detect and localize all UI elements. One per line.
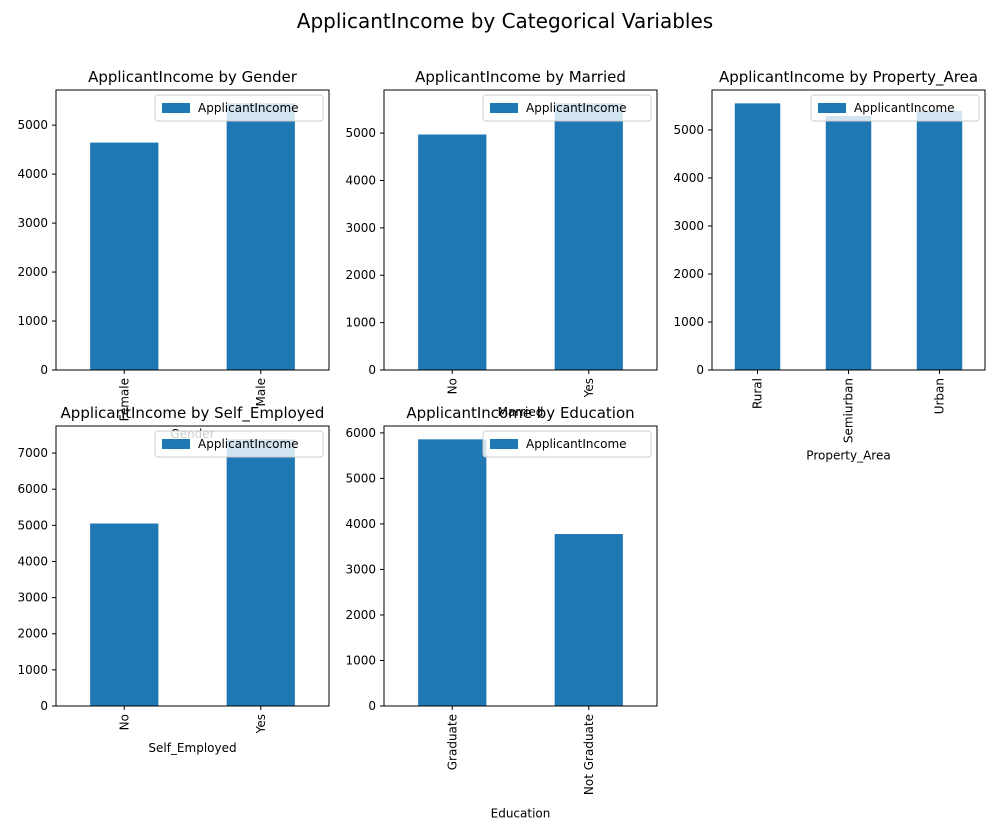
bar-rural	[734, 103, 781, 370]
y-tick-label: 0	[696, 363, 704, 377]
bar-yes	[554, 103, 623, 370]
x-axis-label: Education	[491, 807, 551, 821]
y-tick-label: 3000	[17, 216, 48, 230]
bar-no	[418, 134, 487, 370]
x-tick-label: Yes	[254, 714, 268, 734]
y-tick-label: 4000	[345, 517, 376, 531]
subplot-3: 0 1000 2000 3000 4000 5000 Rural Semiurban Urban…	[673, 68, 986, 463]
x-tick-label: Yes	[582, 378, 596, 398]
legend: ApplicantIncome	[482, 430, 652, 458]
legend-swatch	[818, 103, 846, 113]
legend-box	[154, 94, 324, 122]
bar-not-graduate	[554, 534, 623, 706]
legend-box	[482, 430, 652, 458]
legend-label: ApplicantIncome	[526, 101, 627, 115]
figure-title: ApplicantIncome by Categorical Variables	[297, 9, 713, 33]
axes-frame	[55, 89, 330, 371]
x-tick-label: Graduate	[445, 714, 459, 770]
legend: ApplicantIncome	[810, 94, 980, 122]
legend-label: ApplicantIncome	[526, 437, 627, 451]
legend: ApplicantIncome	[482, 94, 652, 122]
legend-swatch	[162, 103, 190, 113]
y-tick-label: 3000	[673, 219, 704, 233]
legend-swatch	[490, 439, 518, 449]
y-tick-label: 0	[368, 699, 376, 713]
y-tick-label: 4000	[673, 171, 704, 185]
y-tick-label: 5000	[345, 471, 376, 485]
y-tick-label: 0	[368, 363, 376, 377]
subplot-title: ApplicantIncome by Education	[406, 404, 634, 422]
y-tick-label: 5000	[345, 126, 376, 140]
x-tick-label: No	[445, 378, 459, 394]
y-tick-label: 6000	[17, 482, 48, 496]
legend-label: ApplicantIncome	[854, 101, 955, 115]
y-tick-label: 1000	[17, 314, 48, 328]
x-axis-label: Married	[498, 405, 544, 419]
y-tick-label: 7000	[17, 446, 48, 460]
subplot-title: ApplicantIncome by Property_Area	[719, 68, 978, 87]
legend-box	[154, 430, 324, 458]
x-tick-label: Male	[254, 378, 268, 406]
axes-frame	[383, 425, 658, 707]
subplot-title: ApplicantIncome by Self_Employed	[61, 404, 325, 423]
x-tick-label: Semiurban	[842, 378, 856, 443]
y-tick-label: 0	[40, 363, 48, 377]
axes-frame	[383, 89, 658, 371]
subplot-4: 0 1000 2000 3000 4000 5000 6000 7000 No Yes Applic…	[17, 404, 330, 755]
y-tick-label: 5000	[17, 118, 48, 132]
subplot-title: ApplicantIncome by Married	[415, 68, 626, 86]
y-tick-label: 4000	[17, 554, 48, 568]
y-tick-label: 2000	[345, 608, 376, 622]
subplot-title: ApplicantIncome by Gender	[88, 68, 298, 86]
y-tick-label: 1000	[345, 653, 376, 667]
legend-box	[810, 94, 980, 122]
bar-urban	[916, 110, 963, 370]
bar-female	[90, 142, 159, 370]
y-tick-label: 5000	[17, 518, 48, 532]
x-tick-label: No	[117, 714, 131, 730]
y-tick-label: 3000	[345, 562, 376, 576]
x-axis-label: Self_Employed	[148, 741, 236, 755]
bar-semiurban	[825, 115, 872, 371]
y-tick-label: 1000	[17, 663, 48, 677]
y-tick-label: 1000	[345, 316, 376, 330]
x-tick-label: Rural	[751, 378, 765, 409]
subplot-2: 0 1000 2000 3000 4000 5000 No Yes ApplicantIncom…	[345, 68, 658, 419]
y-tick-label: 5000	[673, 123, 704, 137]
legend-label: ApplicantIncome	[198, 437, 299, 451]
subplot-5: 0 1000 2000 3000 4000 5000 6000 Graduate Not Gra…	[345, 404, 658, 821]
x-tick-label: Female	[117, 378, 131, 421]
x-tick-label: Not Graduate	[582, 714, 596, 795]
y-tick-label: 3000	[17, 591, 48, 605]
x-axis-label: Property_Area	[806, 449, 890, 463]
legend: ApplicantIncome	[154, 430, 324, 458]
legend-box	[482, 94, 652, 122]
y-tick-label: 3000	[345, 221, 376, 235]
legend-label: ApplicantIncome	[198, 101, 299, 115]
legend-swatch	[490, 103, 518, 113]
legend-swatch	[162, 439, 190, 449]
y-tick-label: 1000	[673, 315, 704, 329]
y-tick-label: 2000	[345, 268, 376, 282]
legend: ApplicantIncome	[154, 94, 324, 122]
y-tick-label: 4000	[17, 167, 48, 181]
x-tick-label: Urban	[933, 378, 947, 414]
y-tick-label: 0	[40, 699, 48, 713]
bar-graduate	[418, 439, 487, 706]
bar-yes	[226, 439, 295, 706]
y-tick-label: 4000	[345, 173, 376, 187]
y-tick-label: 2000	[673, 267, 704, 281]
bar-no	[90, 523, 159, 706]
y-tick-label: 6000	[345, 426, 376, 440]
y-tick-label: 2000	[17, 265, 48, 279]
bar-male	[226, 103, 295, 370]
y-tick-label: 2000	[17, 627, 48, 641]
axes-frame	[55, 425, 330, 707]
